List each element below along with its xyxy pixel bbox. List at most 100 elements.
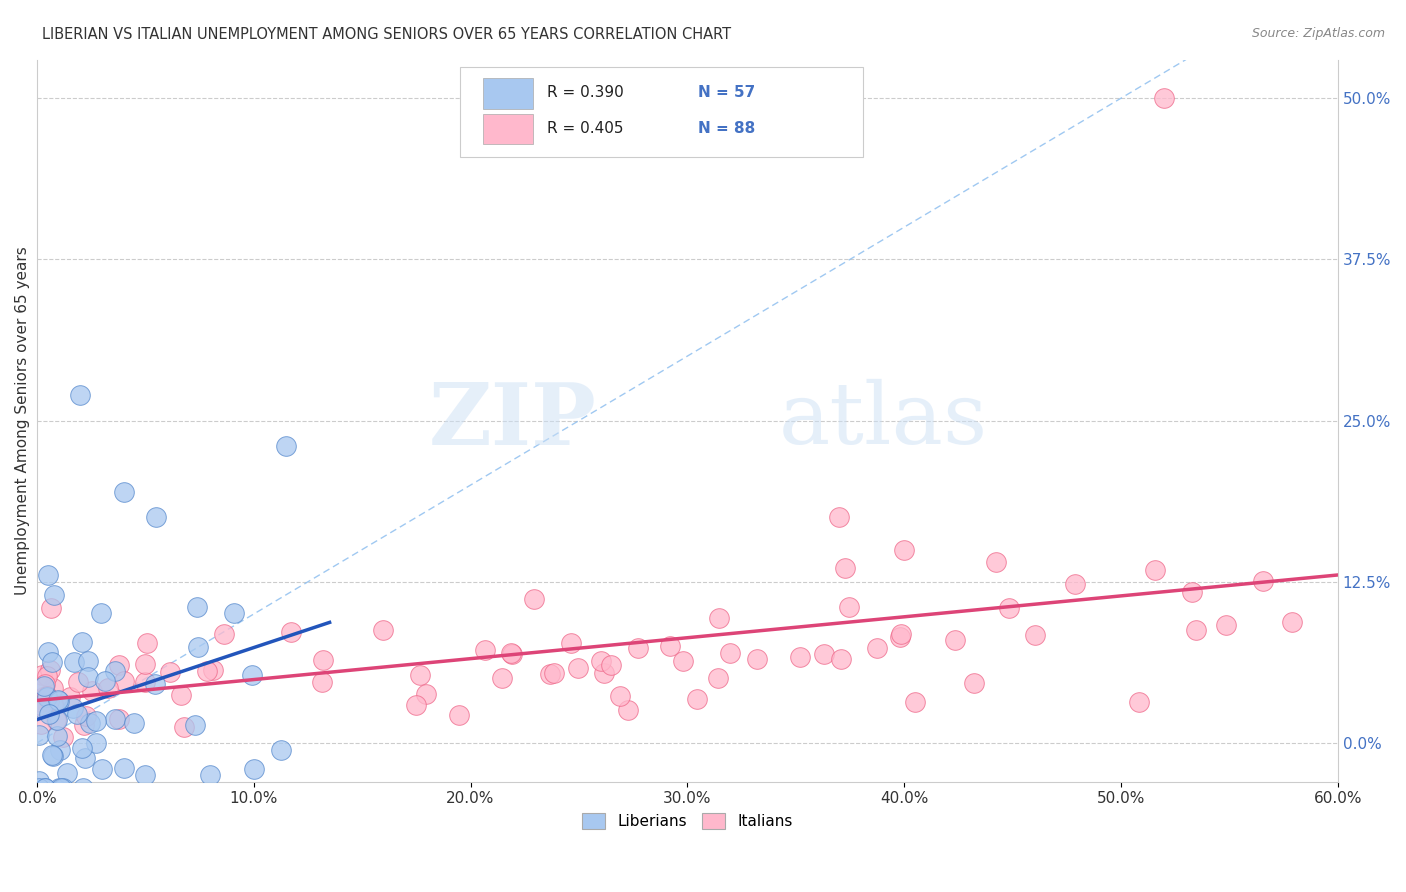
Point: [1063, 576, 1085, 591]
FancyBboxPatch shape: [484, 78, 533, 109]
Point: [55, 766, 77, 780]
Point: [42, 697, 65, 711]
Point: [112, 674, 135, 689]
Point: [659, 639, 682, 653]
Point: [77, 654, 100, 668]
Point: [52, 781, 75, 796]
Point: [91, 762, 114, 776]
Point: [79, 715, 101, 730]
Y-axis label: Unemployment Among Seniors over 65 years: Unemployment Among Seniors over 65 years: [15, 246, 30, 595]
Point: [112, 761, 135, 775]
Point: [222, 607, 245, 621]
Point: [134, 768, 156, 782]
Point: [124, 716, 146, 731]
Point: [52, 730, 75, 744]
Point: [415, 687, 437, 701]
Point: [311, 653, 333, 667]
FancyBboxPatch shape: [460, 67, 863, 157]
Point: [63, 655, 86, 669]
Text: R = 0.390: R = 0.390: [547, 85, 624, 100]
Point: [200, 768, 222, 782]
Point: [62, 700, 84, 714]
Point: [501, 647, 523, 661]
Point: [34, 677, 56, 691]
Point: [108, 658, 131, 673]
Point: [80, 684, 103, 698]
Point: [943, 632, 966, 647]
Point: [866, 640, 889, 655]
Point: [97, 681, 120, 695]
Point: [94, 674, 117, 689]
Point: [543, 666, 565, 681]
Point: [31, 701, 53, 715]
Point: [813, 647, 835, 661]
Point: [34, 679, 56, 693]
Point: [134, 675, 156, 690]
Point: [34, 690, 56, 704]
Point: [48, 694, 70, 708]
Point: [46, 693, 69, 707]
Point: [707, 671, 730, 685]
Point: [212, 627, 235, 641]
Point: [242, 762, 264, 776]
Point: [1128, 695, 1150, 709]
Text: ZIP: ZIP: [429, 378, 596, 463]
Point: [1184, 623, 1206, 637]
Point: [1215, 617, 1237, 632]
Point: [609, 689, 631, 703]
Point: [560, 636, 582, 650]
Point: [270, 743, 292, 757]
Point: [499, 646, 522, 660]
Point: [41, 681, 63, 695]
Text: Source: ZipAtlas.com: Source: ZipAtlas.com: [1251, 27, 1385, 40]
Point: [893, 542, 915, 557]
Point: [70, 741, 93, 756]
Point: [30, 695, 52, 709]
Point: [889, 631, 911, 645]
Point: [592, 665, 614, 680]
Legend: Liberians, Italians: Liberians, Italians: [576, 807, 799, 836]
Point: [240, 668, 263, 682]
Text: N = 57: N = 57: [697, 85, 755, 100]
Point: [186, 600, 208, 615]
Point: [311, 675, 333, 690]
Point: [104, 712, 127, 726]
Point: [44, 588, 66, 602]
Point: [491, 671, 513, 685]
Point: [37, 568, 59, 582]
Point: [28, 727, 51, 741]
Point: [1251, 574, 1274, 588]
Point: [627, 640, 650, 655]
Point: [1181, 584, 1204, 599]
Text: N = 88: N = 88: [697, 120, 755, 136]
Point: [1143, 563, 1166, 577]
Point: [409, 668, 432, 682]
Point: [134, 657, 156, 672]
Point: [838, 600, 860, 615]
Point: [77, 670, 100, 684]
FancyBboxPatch shape: [484, 114, 533, 145]
Point: [39, 664, 62, 678]
Point: [37, 669, 59, 683]
Point: [145, 510, 167, 524]
Point: [830, 652, 852, 666]
Point: [789, 649, 811, 664]
Point: [41, 655, 63, 669]
Point: [28, 781, 51, 796]
Point: [48, 743, 70, 757]
Point: [173, 720, 195, 734]
Point: [447, 708, 470, 723]
Point: [143, 676, 166, 690]
Point: [30, 717, 52, 731]
Point: [59, 690, 82, 704]
Point: [159, 665, 181, 679]
Point: [195, 664, 218, 678]
Text: atlas: atlas: [779, 379, 987, 462]
Point: [405, 698, 427, 712]
Point: [616, 703, 638, 717]
Point: [112, 484, 135, 499]
Point: [170, 688, 193, 702]
Point: [890, 627, 912, 641]
Point: [34, 781, 56, 796]
Point: [73, 718, 96, 732]
